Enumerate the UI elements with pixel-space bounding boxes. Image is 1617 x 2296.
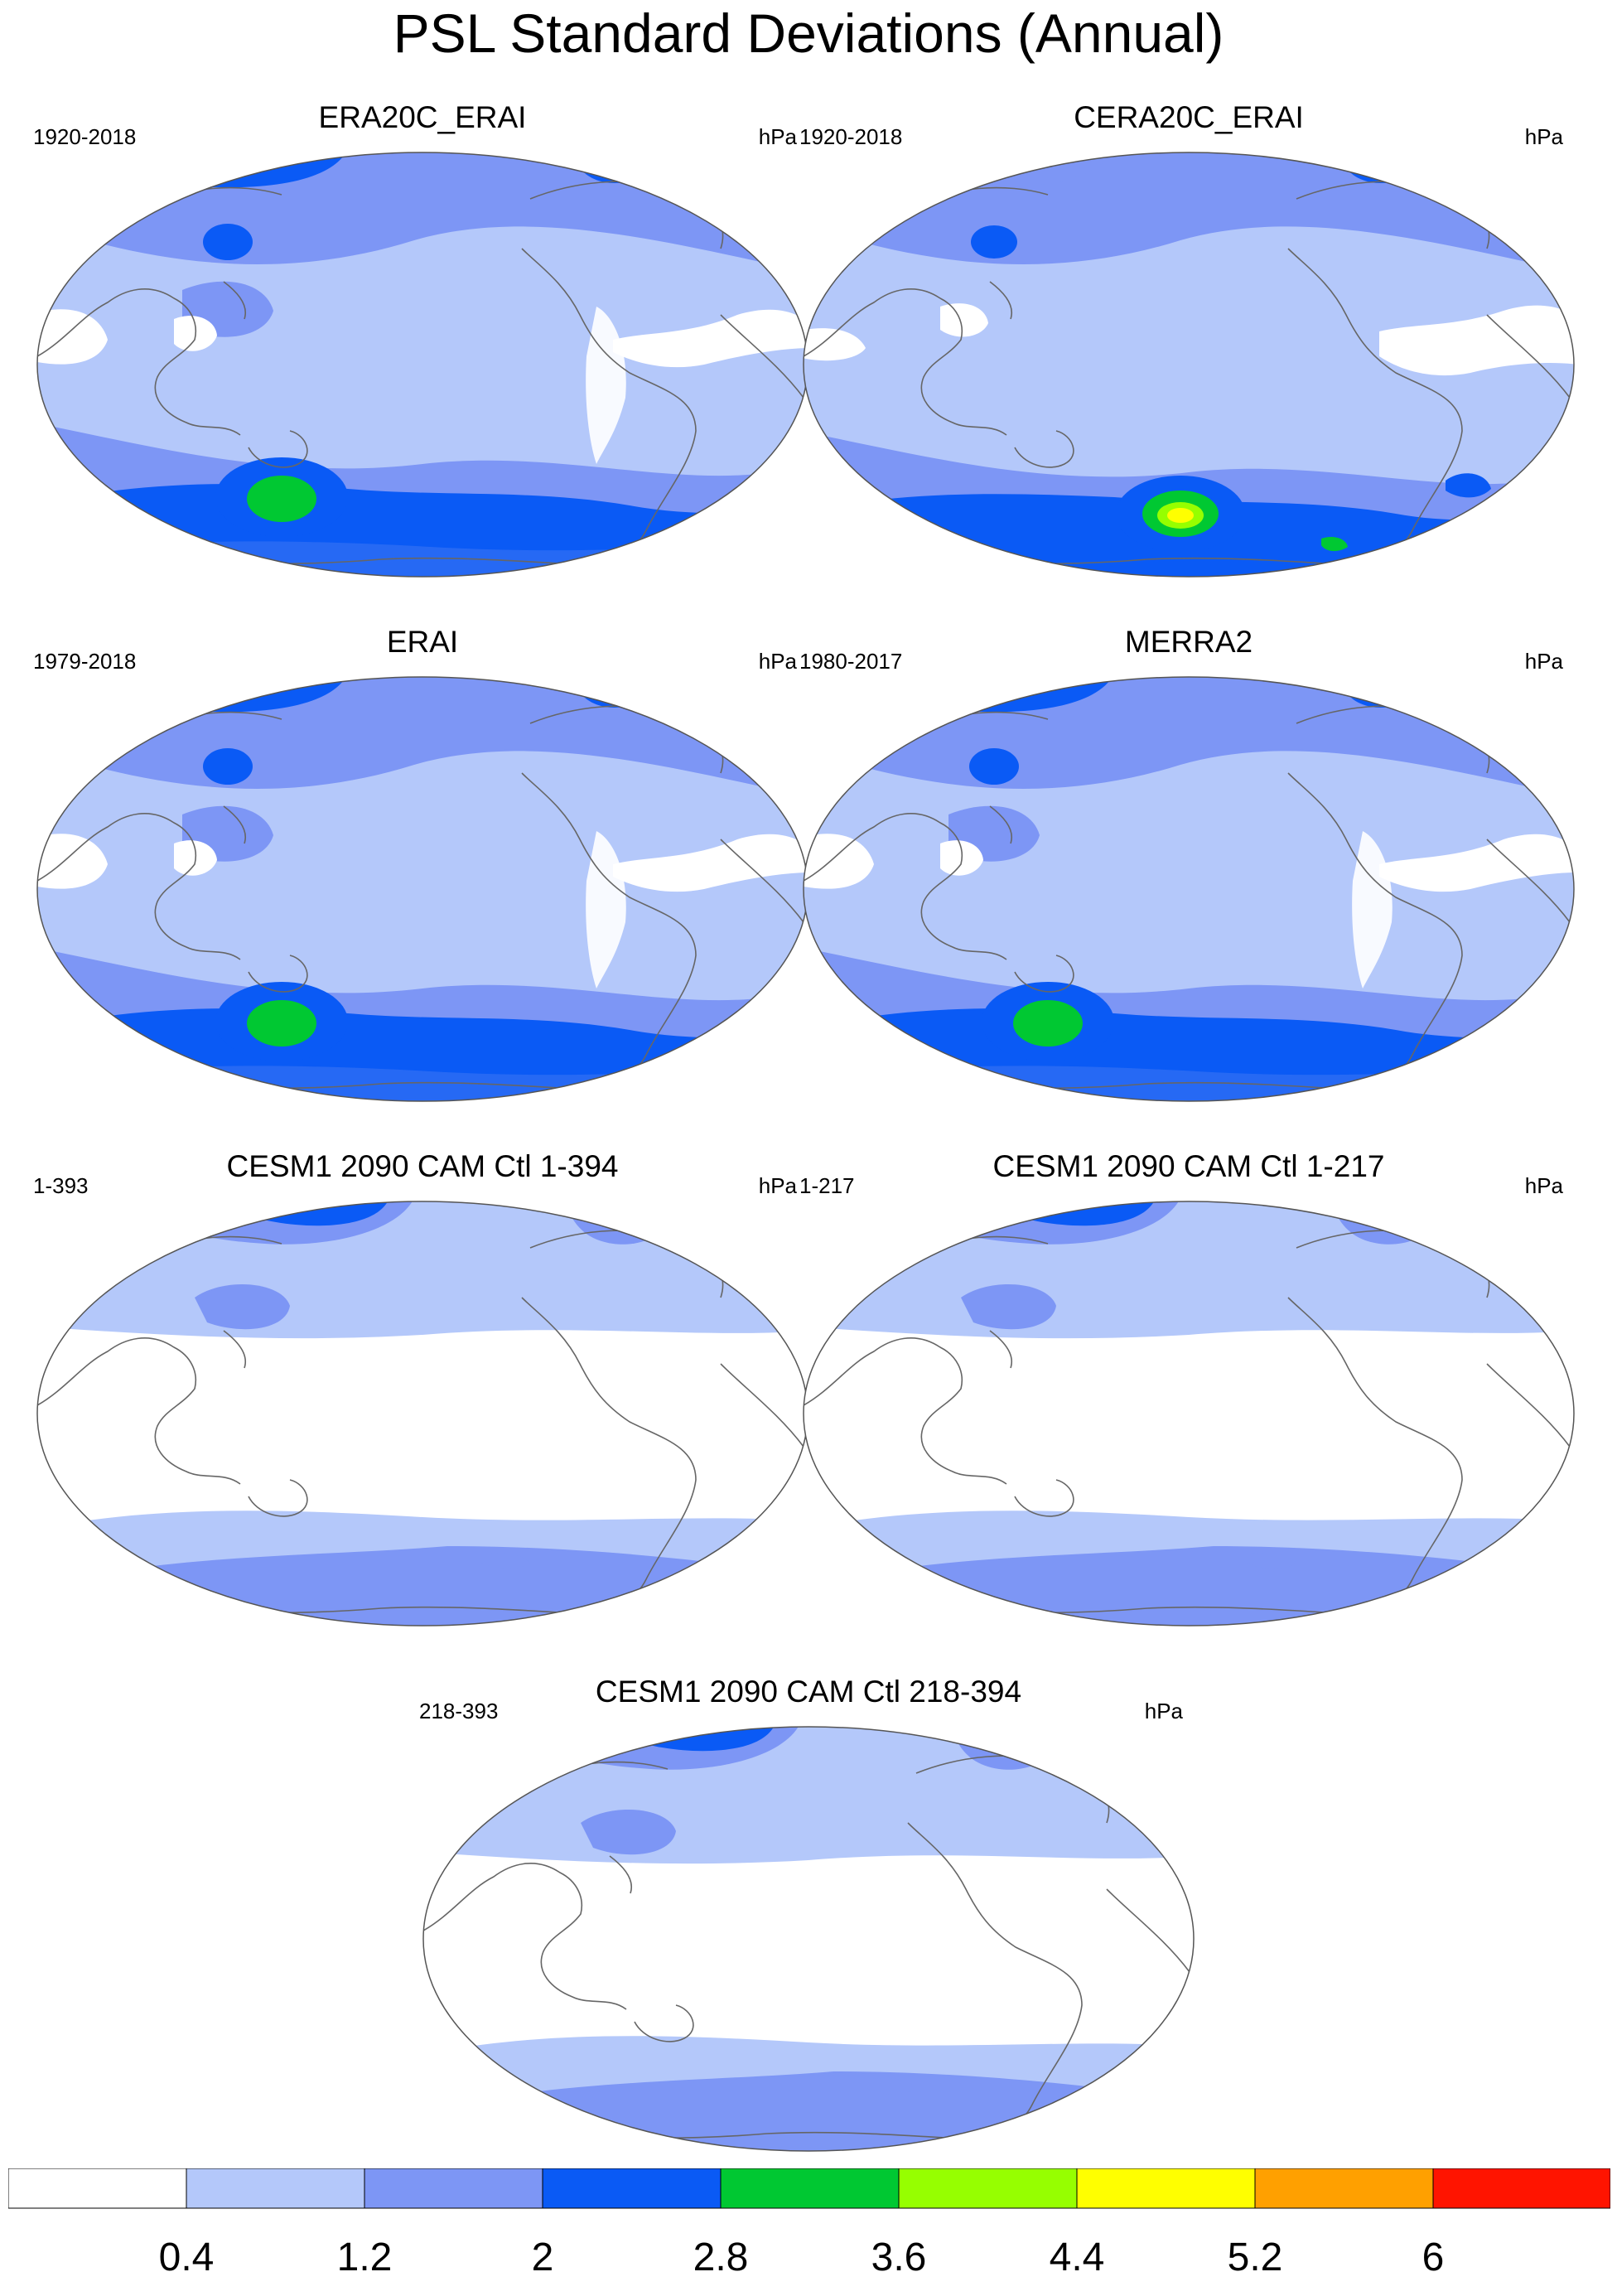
map-panel-cesm-1-217: CESM1 2090 CAM Ctl 1-217 1-217 hPa [799,1148,1578,1629]
colorbar-box-1 [186,2168,365,2209]
panel-period: 1920-2018 [799,124,903,149]
map-panel-cesm-218-394: CESM1 2090 CAM Ctl 218-394 218-393 hPa [419,1674,1198,2154]
colorbar-label: 3.6 [871,2236,927,2279]
panel-title: CESM1 2090 CAM Ctl 218-394 [595,1675,1022,1709]
colorbar-label: 0.4 [158,2236,215,2279]
colorbar-label: 4.4 [1049,2236,1105,2279]
colorbar-box-5 [898,2168,1078,2209]
panel-period: 1980-2017 [799,649,903,674]
map-panel-era20c-erai: ERA20C_ERAI 1920-2018 hPa [33,99,812,580]
colorbar-box-4 [720,2168,900,2209]
globe-map [799,1198,1578,1629]
panel-units: hPa [1144,1699,1183,1723]
colorbar-box-0 [7,2168,187,2209]
globe-map [419,1723,1198,2154]
colorbar-label: 1.2 [336,2236,393,2279]
globe-map [33,149,812,580]
colorbar-label: 2.8 [693,2236,749,2279]
globe-map [799,674,1578,1104]
colorbar-swatches [7,2168,1611,2209]
panel-units: hPa [1524,649,1563,674]
panel-units: hPa [1524,1173,1563,1198]
map-panel-erai: ERAI 1979-2018 hPa [33,624,812,1104]
panel-period: 218-393 [419,1699,499,1723]
panel-period: 1979-2018 [33,649,137,674]
panel-period: 1-217 [799,1173,855,1198]
globe-map [799,149,1578,580]
colorbar-box-6 [1076,2168,1256,2209]
panel-title: ERA20C_ERAI [318,100,527,134]
colorbar-label: 5.2 [1227,2236,1283,2279]
panel-title: CESM1 2090 CAM Ctl 1-394 [226,1149,619,1183]
figure-title: PSL Standard Deviations (Annual) [393,2,1224,64]
panel-units: hPa [758,649,797,674]
colorbar-box-7 [1254,2168,1434,2209]
panel-units: hPa [758,1173,797,1198]
map-panel-cesm-1-394: CESM1 2090 CAM Ctl 1-394 1-393 hPa [33,1148,812,1629]
map-panel-merra2: MERRA2 1980-2017 hPa [799,624,1578,1104]
globe-map [33,1198,812,1629]
colorbar-label: 6 [1422,2236,1445,2279]
panel-units: hPa [1524,124,1563,149]
globe-map [33,674,812,1104]
panel-units: hPa [758,124,797,149]
panel-title: CERA20C_ERAI [1074,100,1304,134]
panel-title: ERAI [386,625,459,659]
panel-title: CESM1 2090 CAM Ctl 1-217 [992,1149,1385,1183]
colorbar-box-8 [1432,2168,1611,2209]
map-panel-cera20c-erai: CERA20C_ERAI 1920-2018 hPa [799,99,1578,580]
panel-period: 1920-2018 [33,124,137,149]
colorbar-label: 2 [531,2236,554,2279]
panel-title: MERRA2 [1124,625,1253,659]
colorbar-box-3 [542,2168,722,2209]
colorbar: 0.4 1.2 2 2.8 3.6 4.4 5.2 6 [7,2168,1611,2293]
colorbar-box-2 [364,2168,543,2209]
panel-period: 1-393 [33,1173,89,1198]
